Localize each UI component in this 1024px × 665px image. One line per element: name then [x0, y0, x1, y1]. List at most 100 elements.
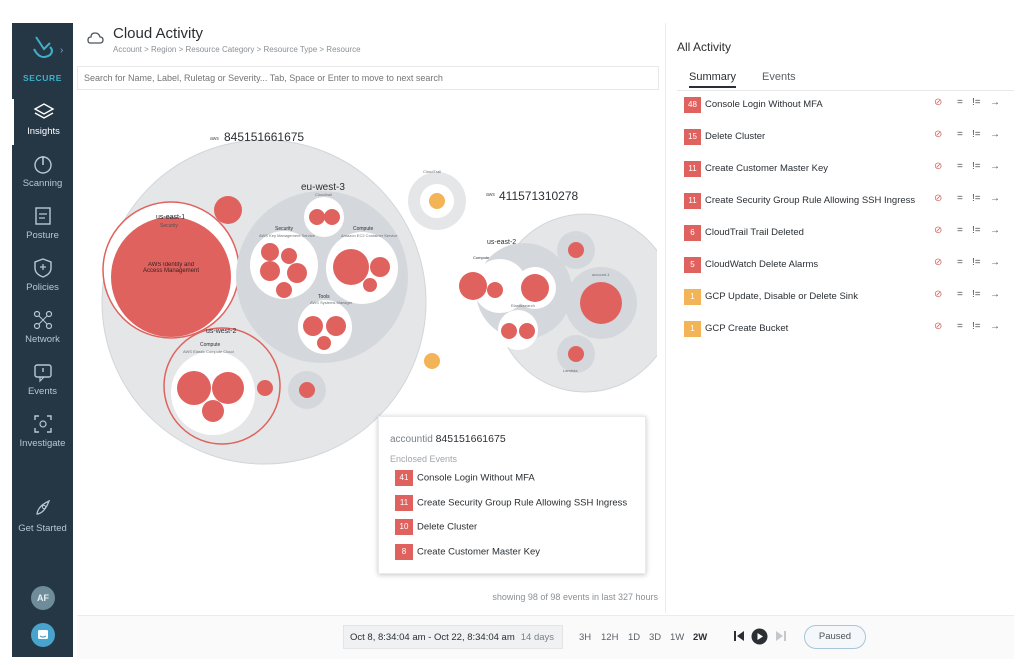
activity-row[interactable]: 5 CloudWatch Delete Alarms ⊘ = != → [684, 256, 1004, 274]
exclude-icon[interactable]: ⊘ [934, 225, 943, 236]
resource-bubble[interactable] [498, 310, 538, 350]
event-bubble[interactable] [111, 217, 231, 337]
activity-row[interactable]: 15 Delete Cluster ⊘ = != → [684, 128, 1004, 146]
filter-equals-button[interactable]: = [957, 257, 963, 268]
event-bubble[interactable] [580, 282, 622, 324]
range-12h[interactable]: 12H [601, 632, 619, 643]
exclude-icon[interactable]: ⊘ [934, 193, 943, 204]
event-bubble[interactable] [317, 336, 331, 350]
event-bubble[interactable] [459, 272, 487, 300]
activity-row[interactable]: 6 CloudTrail Trail Deleted ⊘ = != → [684, 224, 1004, 242]
event-bubble[interactable] [326, 316, 346, 336]
event-bubble[interactable] [261, 243, 279, 261]
range-3h[interactable]: 3H [579, 632, 592, 643]
event-bubble[interactable] [424, 353, 440, 369]
event-bubble[interactable] [363, 278, 377, 292]
range-1d[interactable]: 1D [628, 632, 641, 643]
event-bubble[interactable] [287, 263, 307, 283]
filter-equals-button[interactable]: = [957, 129, 963, 140]
play-icon[interactable] [751, 628, 768, 645]
arrow-right-icon[interactable]: → [990, 129, 1000, 140]
filter-not-equals-button[interactable]: != [972, 321, 981, 332]
event-bubble[interactable] [568, 346, 584, 362]
filter-equals-button[interactable]: = [957, 97, 963, 108]
arrow-right-icon[interactable]: → [990, 193, 1000, 204]
range-2w[interactable]: 2W [693, 632, 708, 643]
event-bubble[interactable] [276, 282, 292, 298]
panel-divider[interactable] [665, 23, 666, 613]
event-bubble[interactable] [370, 257, 390, 277]
sidebar-item-events[interactable]: Events [12, 359, 73, 405]
event-bubble[interactable] [177, 371, 211, 405]
sidebar-item-policies[interactable]: Policies [12, 255, 73, 301]
arrow-right-icon[interactable]: → [990, 257, 1000, 268]
event-bubble[interactable] [501, 323, 517, 339]
event-bubble[interactable] [299, 382, 315, 398]
breadcrumb[interactable]: Account > Region > Resource Category > R… [113, 45, 361, 54]
event-bubble[interactable] [521, 274, 549, 302]
event-bubble[interactable] [324, 209, 340, 225]
exclude-icon[interactable]: ⊘ [934, 321, 943, 332]
sidebar-item-insights[interactable]: Insights [12, 99, 73, 145]
event-bubble[interactable] [333, 249, 369, 285]
filter-not-equals-button[interactable]: != [972, 97, 981, 108]
activity-row[interactable]: 1 GCP Update, Disable or Delete Sink ⊘ = != → [684, 288, 1004, 306]
arrow-right-icon[interactable]: → [990, 97, 1000, 108]
event-bubble[interactable] [487, 282, 503, 298]
arrow-right-icon[interactable]: → [990, 321, 1000, 332]
rocket-icon[interactable] [32, 497, 54, 519]
event-bubble[interactable] [303, 316, 323, 336]
filter-equals-button[interactable]: = [957, 289, 963, 300]
range-1w[interactable]: 1W [670, 632, 685, 643]
filter-not-equals-button[interactable]: != [972, 193, 981, 204]
filter-equals-button[interactable]: = [957, 225, 963, 236]
filter-not-equals-button[interactable]: != [972, 289, 981, 300]
tab-events[interactable]: Events [762, 71, 796, 83]
exclude-icon[interactable]: ⊘ [934, 257, 943, 268]
paused-button[interactable]: Paused [804, 625, 866, 649]
event-bubble[interactable] [202, 400, 224, 422]
filter-equals-button[interactable]: = [957, 193, 963, 204]
tab-summary[interactable]: Summary [689, 71, 737, 88]
range-3d[interactable]: 3D [649, 632, 662, 643]
activity-row[interactable]: 11 Create Security Group Rule Allowing SS… [684, 192, 1004, 210]
filter-not-equals-button[interactable]: != [972, 225, 981, 236]
filter-not-equals-button[interactable]: != [972, 129, 981, 140]
event-bubble[interactable] [519, 323, 535, 339]
filter-equals-button[interactable]: = [957, 161, 963, 172]
filter-not-equals-button[interactable]: != [972, 257, 981, 268]
date-range-picker[interactable]: Oct 8, 8:34:04 am - Oct 22, 8:34:04 am 14… [343, 625, 563, 649]
event-bubble[interactable] [212, 372, 244, 404]
exclude-icon[interactable]: ⊘ [934, 161, 943, 172]
logo[interactable]: › [12, 31, 73, 71]
skip-back-icon[interactable] [733, 629, 745, 643]
event-bubble[interactable] [429, 193, 445, 209]
resource-bubble-ssm[interactable] [298, 300, 352, 354]
skip-forward-icon[interactable] [775, 629, 787, 643]
activity-row[interactable]: 48 Console Login Without MFA ⊘ = != → [684, 96, 1004, 114]
event-bubble[interactable] [257, 380, 273, 396]
arrow-right-icon[interactable]: → [990, 289, 1000, 300]
filter-not-equals-button[interactable]: != [972, 161, 981, 172]
event-bubble[interactable] [568, 242, 584, 258]
sidebar-item-investigate[interactable]: Investigate [12, 411, 73, 457]
get-started-link[interactable]: Get Started [18, 523, 67, 534]
arrow-right-icon[interactable]: → [990, 225, 1000, 236]
event-bubble[interactable] [260, 261, 280, 281]
event-bubble[interactable] [281, 248, 297, 264]
event-bubble[interactable] [309, 209, 325, 225]
exclude-icon[interactable]: ⊘ [934, 289, 943, 300]
chat-button[interactable] [31, 623, 55, 647]
exclude-icon[interactable]: ⊘ [934, 97, 943, 108]
event-bubble[interactable] [214, 196, 242, 224]
sidebar-item-network[interactable]: Network [12, 307, 73, 353]
exclude-icon[interactable]: ⊘ [934, 129, 943, 140]
activity-row[interactable]: 1 GCP Create Bucket ⊘ = != → [684, 320, 1004, 338]
sidebar-item-posture[interactable]: Posture [12, 203, 73, 249]
search-input[interactable] [77, 66, 659, 90]
activity-row[interactable]: 11 Create Customer Master Key ⊘ = != → [684, 160, 1004, 178]
filter-equals-button[interactable]: = [957, 321, 963, 332]
avatar[interactable]: AF [31, 586, 55, 610]
arrow-right-icon[interactable]: → [990, 161, 1000, 172]
sidebar-item-scanning[interactable]: Scanning [12, 151, 73, 197]
